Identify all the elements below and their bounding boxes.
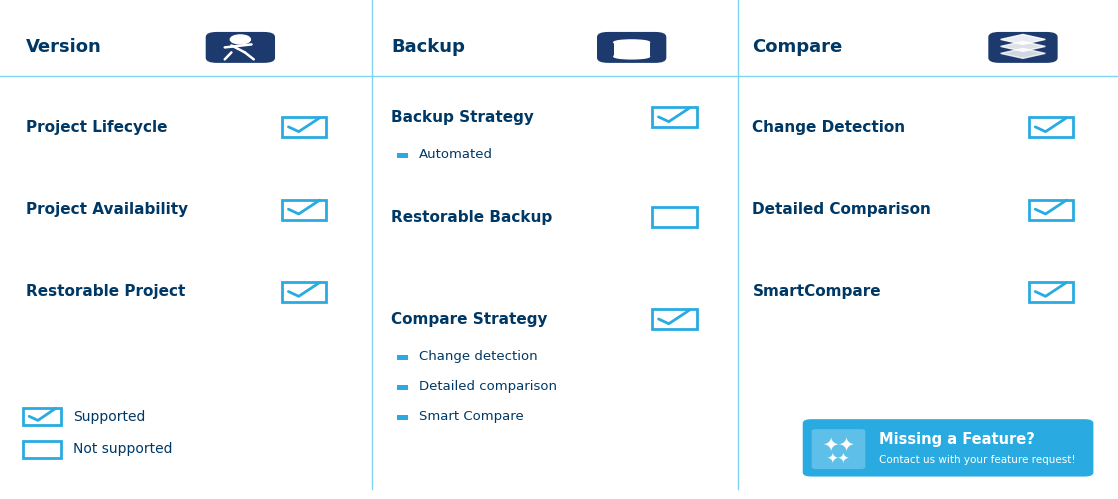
Bar xyxy=(652,309,697,329)
Bar xyxy=(1029,282,1073,302)
Bar xyxy=(397,415,408,420)
Text: Contact us with your feature request!: Contact us with your feature request! xyxy=(879,456,1076,466)
Bar xyxy=(397,355,408,360)
Bar xyxy=(282,200,326,220)
Text: Supported: Supported xyxy=(73,410,145,424)
Text: Backup Strategy: Backup Strategy xyxy=(391,110,534,125)
FancyBboxPatch shape xyxy=(597,32,666,63)
Text: Version: Version xyxy=(26,38,102,56)
Ellipse shape xyxy=(614,54,650,59)
Text: Project Lifecycle: Project Lifecycle xyxy=(26,120,168,135)
Text: Change detection: Change detection xyxy=(419,350,538,363)
Bar xyxy=(23,408,61,425)
Ellipse shape xyxy=(614,40,650,45)
Text: Missing a Feature?: Missing a Feature? xyxy=(879,432,1034,447)
Circle shape xyxy=(230,35,250,44)
Text: Automated: Automated xyxy=(419,148,493,161)
Bar xyxy=(23,441,61,458)
Text: Smart Compare: Smart Compare xyxy=(419,410,524,423)
Text: Detailed comparison: Detailed comparison xyxy=(419,380,557,393)
Bar xyxy=(397,153,408,158)
Bar xyxy=(1029,200,1073,220)
Text: ✦✦: ✦✦ xyxy=(822,435,855,454)
Text: Backup: Backup xyxy=(391,38,465,56)
Polygon shape xyxy=(1001,41,1045,51)
Text: Detailed Comparison: Detailed Comparison xyxy=(752,202,931,217)
Bar xyxy=(397,385,408,390)
Bar xyxy=(282,117,326,137)
Text: Restorable Project: Restorable Project xyxy=(26,284,186,299)
Polygon shape xyxy=(1001,34,1045,44)
Bar xyxy=(282,282,326,302)
FancyBboxPatch shape xyxy=(988,32,1058,63)
FancyBboxPatch shape xyxy=(812,429,865,469)
FancyBboxPatch shape xyxy=(206,32,275,63)
Text: ✦✦: ✦✦ xyxy=(827,452,850,467)
Text: Restorable Backup: Restorable Backup xyxy=(391,210,552,225)
Text: Compare Strategy: Compare Strategy xyxy=(391,312,548,327)
Text: Not supported: Not supported xyxy=(73,442,172,456)
Text: Compare: Compare xyxy=(752,38,843,56)
Text: SmartCompare: SmartCompare xyxy=(752,284,881,299)
Bar xyxy=(652,207,697,227)
Text: Change Detection: Change Detection xyxy=(752,120,906,135)
FancyBboxPatch shape xyxy=(614,42,650,56)
Text: Project Availability: Project Availability xyxy=(26,202,188,217)
Bar xyxy=(1029,117,1073,137)
FancyBboxPatch shape xyxy=(803,419,1093,477)
Polygon shape xyxy=(1001,48,1045,58)
Bar xyxy=(652,107,697,127)
